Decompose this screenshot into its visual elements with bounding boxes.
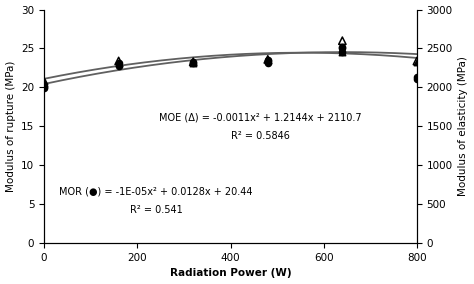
Point: [413, 77, 421, 81]
Point: [338, 46, 346, 51]
Text: R² = 0.5846: R² = 0.5846: [231, 131, 290, 141]
Point: [190, 59, 197, 64]
Text: MOE (Δ) = -0.0011x² + 1.2144x + 2110.7: MOE (Δ) = -0.0011x² + 1.2144x + 2110.7: [159, 112, 362, 122]
Point: [190, 61, 197, 66]
Point: [264, 60, 272, 65]
Point: [264, 58, 272, 62]
Point: [40, 79, 48, 83]
Point: [338, 50, 346, 55]
Point: [190, 59, 197, 64]
Y-axis label: Modulus of rupture (MPa): Modulus of rupture (MPa): [6, 61, 16, 192]
Point: [264, 58, 272, 62]
Point: [40, 84, 48, 89]
Point: [338, 45, 346, 49]
Text: R² = 0.541: R² = 0.541: [129, 205, 182, 216]
Point: [115, 60, 122, 65]
Point: [413, 59, 421, 63]
Point: [40, 86, 48, 91]
Point: [338, 38, 346, 43]
X-axis label: Radiation Power (W): Radiation Power (W): [170, 268, 292, 278]
Point: [190, 61, 197, 66]
Point: [115, 60, 122, 65]
Point: [413, 59, 421, 64]
Point: [115, 63, 122, 68]
Point: [264, 57, 272, 62]
Point: [40, 80, 48, 85]
Text: MOR (●) = -1E-05x² + 0.0128x + 20.44: MOR (●) = -1E-05x² + 0.0128x + 20.44: [59, 187, 253, 197]
Point: [115, 59, 122, 63]
Point: [264, 59, 272, 63]
Point: [413, 74, 421, 79]
Y-axis label: Modulus of elasticity (MPa): Modulus of elasticity (MPa): [458, 57, 468, 196]
Point: [338, 49, 346, 54]
